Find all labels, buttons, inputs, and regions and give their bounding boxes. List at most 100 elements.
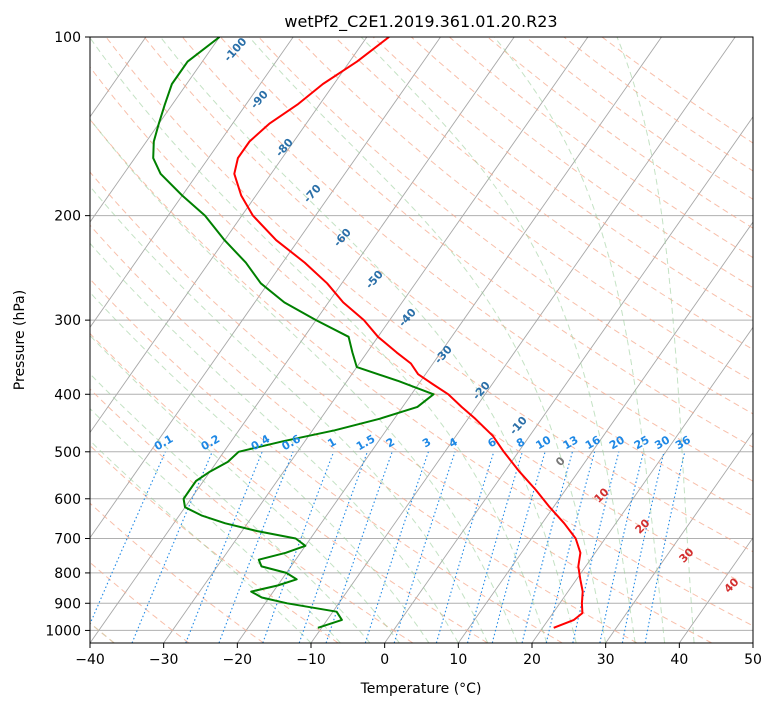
dry-adiabat-label: -100 (221, 35, 249, 64)
x-tick-label: 10 (449, 652, 467, 668)
x-tick-label: 30 (597, 652, 615, 668)
mixing-ratio-line (599, 451, 645, 643)
dry-adiabat (105, 37, 753, 553)
mixing-ratio-line (364, 451, 429, 643)
profile-series (152, 37, 584, 629)
mixing-ratio-label: 0.6 (280, 432, 304, 453)
isotherm (457, 221, 753, 643)
dry-adiabat (334, 37, 753, 351)
axes: −40 −30 −20 −10 0 10 20 30 40 50 100 200 300 400 500 60… (45, 30, 762, 668)
isotherm (531, 326, 753, 643)
moist-adiabat (90, 334, 400, 643)
y-tick-label: 800 (54, 566, 81, 582)
isotherm (163, 37, 589, 643)
x-tick-label: 50 (744, 652, 762, 668)
dry-adiabat-label: -10 (507, 414, 530, 438)
dry-adiabat (372, 37, 753, 319)
mixing-ratio-label: 1.5 (354, 432, 377, 453)
mixing-ratio-label: 25 (632, 433, 652, 452)
mixing-ratio-label: 0.2 (199, 432, 222, 453)
dry-adiabat (410, 37, 753, 289)
x-tick-label: −10 (296, 652, 326, 668)
plot-frame (89, 36, 754, 644)
y-tick-label: 700 (54, 532, 81, 548)
dry-adiabat-label: -80 (273, 136, 296, 160)
x-tick-label: 0 (380, 652, 389, 668)
dewpoint-line (152, 37, 435, 629)
mixing-ratio-label: 1 (325, 435, 338, 450)
moist-adiabat (90, 118, 518, 643)
mixing-ratio-line (393, 451, 456, 643)
moist-adiabat (90, 291, 430, 643)
y-tick-label: 100 (54, 30, 81, 46)
mixing-ratio-label: 0.4 (249, 432, 273, 453)
isotherm (752, 642, 753, 643)
line-labels: 0.1 0.2 0.4 0.6 1 1.5 2 3 4 6 8 10 13 16 20 25 30 36-100-… (152, 35, 742, 596)
isotherm (90, 37, 368, 434)
isotherm (605, 431, 753, 643)
y-tick-label: 400 (54, 387, 81, 403)
dry-adiabat (143, 37, 753, 517)
x-tick-label: 20 (523, 652, 541, 668)
dry-adiabat-label: -20 (470, 379, 493, 403)
dry-adiabat (487, 37, 753, 229)
dry-adiabat (296, 37, 753, 382)
mixing-ratio-label: 36 (673, 433, 693, 452)
mixing-ratio-line (572, 451, 620, 643)
moist-adiabat (90, 373, 371, 643)
dry-adiabat (90, 388, 414, 643)
y-tick-label: 600 (54, 492, 81, 508)
dry-adiabat-label: -90 (248, 88, 271, 112)
y-tick-label: 900 (54, 596, 81, 612)
dry-adiabat (258, 37, 753, 415)
moist-adiabat (160, 37, 577, 643)
dry-adiabat (90, 66, 753, 589)
mixing-ratio-line (466, 451, 523, 643)
moist-adiabat (90, 242, 459, 643)
isotherm (90, 37, 515, 643)
y-tick-label: 200 (54, 209, 81, 225)
y-tick-label: 1000 (45, 623, 81, 639)
mixing-ratio-label: 10 (533, 433, 553, 452)
mixing-ratio-label: 20 (607, 433, 627, 452)
y-tick-label: 300 (54, 313, 81, 329)
isotherm (90, 37, 294, 329)
moist-adiabat (90, 440, 312, 643)
dry-adiabat-label: -30 (432, 343, 455, 367)
isotherm (0, 37, 72, 643)
temperature-line (233, 37, 584, 629)
mixing-ratio-label: 30 (652, 433, 672, 452)
moist-adiabat (248, 37, 607, 643)
x-tick-label: 40 (670, 652, 688, 668)
y-tick-label: 500 (54, 445, 81, 461)
isotherm (90, 37, 441, 539)
x-tick-label: −20 (223, 652, 253, 668)
moist-adiabat (360, 37, 636, 643)
isotherm (384, 116, 753, 643)
isotherm (678, 536, 753, 643)
moist-adiabat (90, 185, 489, 643)
mixing-ratio-line (325, 451, 393, 643)
dry-adiabat-label: -40 (396, 306, 419, 330)
x-tick-label: −40 (75, 652, 105, 668)
dry-adiabat-label: -50 (363, 268, 386, 292)
background-lines (0, 37, 753, 643)
mixing-ratio-line (131, 451, 213, 643)
mixing-ratio-line (298, 451, 368, 643)
y-axis-title: Pressure (hPa) (12, 290, 28, 390)
dry-adiabat (90, 332, 488, 643)
dry-adiabat (90, 278, 563, 643)
x-tick-label: −30 (149, 652, 179, 668)
mixing-ratio-line (491, 451, 546, 643)
isotherm (310, 37, 736, 643)
mixing-ratio-line (521, 451, 573, 643)
dry-adiabat (449, 37, 753, 259)
mixing-ratio-line (185, 451, 263, 643)
chart-title: wetPf2_C2E1.2019.361.01.20.R23 (284, 12, 557, 32)
dry-adiabat (90, 118, 753, 627)
mixing-ratio-line (218, 451, 294, 643)
moist-adiabat (616, 37, 695, 643)
isotherm (90, 37, 220, 223)
mixing-ratio-line (90, 451, 166, 626)
